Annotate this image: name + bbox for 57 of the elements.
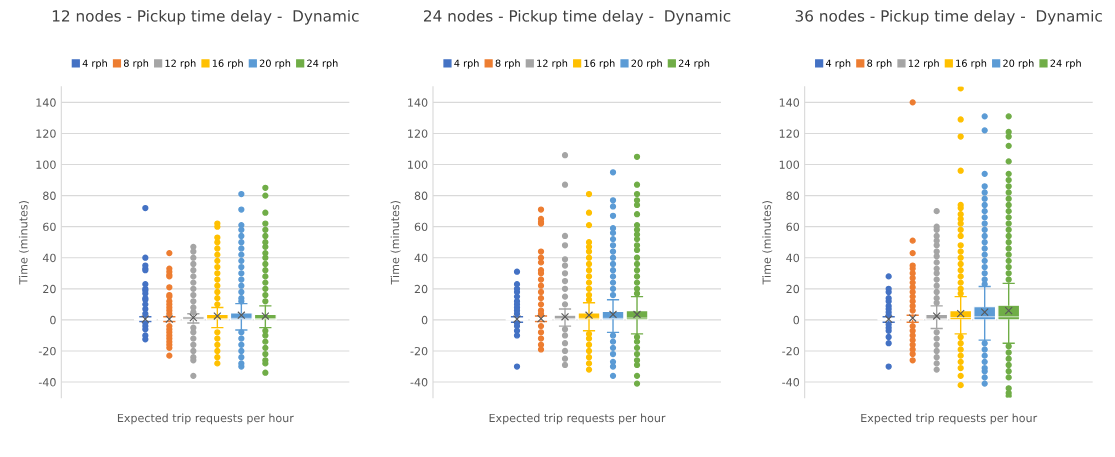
y-tick-label: 120: [408, 129, 428, 138]
y-tick-label: 140: [779, 98, 800, 107]
y-tick-label: 60: [414, 222, 428, 232]
y-tick-label: -40: [782, 378, 800, 387]
y-tick-label: 140: [408, 98, 428, 107]
y-tick-label: 120: [36, 129, 56, 138]
chart-title: 36 nodes - Pickup time delay - Dynamic: [795, 9, 1102, 25]
y-tick-label: 80: [43, 191, 56, 200]
y-axis-title: Time (minutes): [390, 200, 401, 285]
chart-title: 12 nodes - Pickup time delay - Dynamic: [52, 9, 359, 25]
legend-label: 16 rph: [584, 59, 615, 69]
y-tick-label: 0: [793, 315, 800, 325]
y-tick-label: 60: [786, 222, 800, 232]
y-tick-label: 40: [786, 253, 800, 263]
legend-label: 20 rph: [631, 59, 662, 69]
y-axis-title: Time (minutes): [18, 200, 29, 285]
legend-label: 24 rph: [1050, 59, 1081, 69]
y-tick-label: -40: [410, 378, 428, 387]
legend-label: 4 rph: [825, 59, 851, 69]
legend-label: 16 rph: [956, 59, 987, 69]
y-tick-label: -20: [38, 346, 56, 356]
legend-label: 12 rph: [908, 59, 939, 69]
y-tick-label: 20: [414, 284, 428, 294]
legend-label: 16 rph: [212, 59, 243, 69]
y-tick-label: 120: [779, 129, 800, 138]
legend-label: 8 rph: [495, 59, 520, 69]
y-tick-label: -20: [410, 346, 428, 356]
y-tick-label: 100: [36, 160, 56, 169]
legend-label: 4 rph: [454, 59, 479, 69]
legend-label: 20 rph: [259, 59, 291, 69]
y-tick-label: 80: [414, 191, 428, 200]
legend-label: 24 rph: [307, 59, 338, 69]
y-tick-label: 0: [421, 315, 428, 325]
y-axis-title: Time (minutes): [762, 200, 773, 285]
y-tick-label: 60: [43, 222, 56, 232]
legend-label: 8 rph: [123, 59, 149, 69]
x-axis-title: Expected trip requests per hour: [117, 413, 294, 425]
y-tick-label: 0: [50, 315, 56, 325]
legend-label: 24 rph: [678, 59, 710, 69]
y-tick-label: 100: [779, 160, 800, 169]
y-tick-label: 40: [414, 253, 428, 263]
x-axis-title: Expected trip requests per hour: [861, 413, 1038, 425]
y-tick-label: 40: [42, 253, 56, 263]
legend-label: 4 rph: [82, 59, 107, 69]
y-tick-label: 140: [36, 98, 56, 107]
y-tick-label: 100: [408, 160, 428, 169]
y-tick-label: 20: [786, 284, 800, 294]
chart-title: 24 nodes - Pickup time delay - Dynamic: [423, 9, 731, 25]
y-tick-label: 20: [43, 284, 56, 294]
y-tick-label: -40: [38, 378, 56, 387]
x-axis-title: Expected trip requests per hour: [489, 413, 666, 425]
legend-label: 8 rph: [867, 59, 892, 69]
y-tick-label: 80: [786, 191, 800, 200]
legend-label: 12 rph: [165, 59, 196, 69]
legend-label: 12 rph: [537, 59, 568, 69]
legend-label: 20 rph: [1003, 59, 1034, 69]
y-tick-label: -20: [782, 346, 800, 356]
